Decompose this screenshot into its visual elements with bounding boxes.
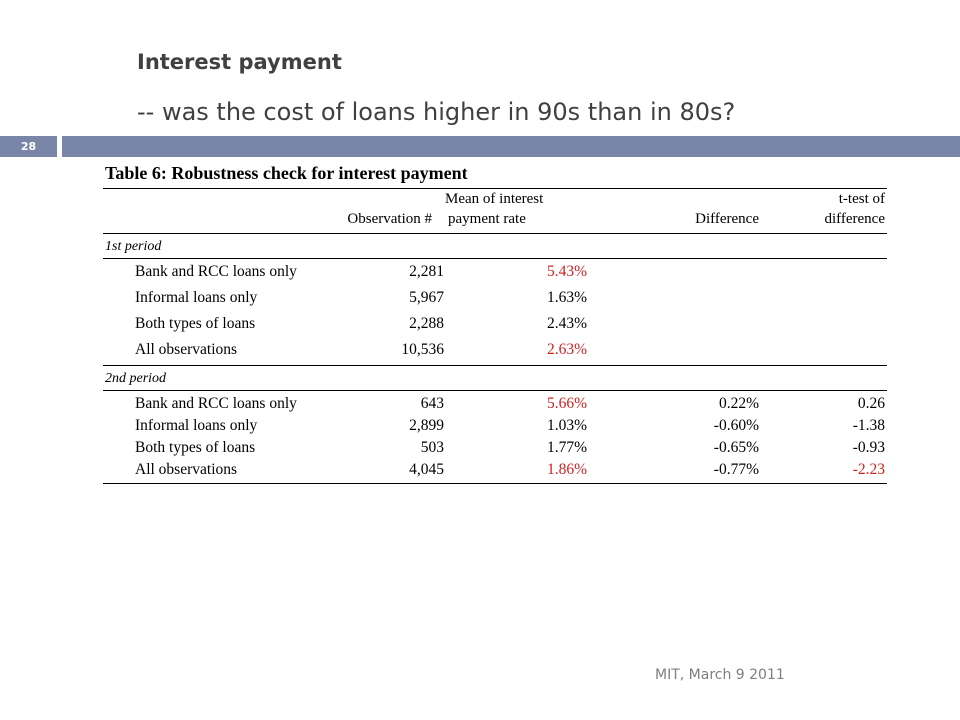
row-ttest: 0.26 xyxy=(857,395,885,412)
slide-accent-bar xyxy=(62,136,960,157)
table-row: Bank and RCC loans only 2,281 5.43% xyxy=(103,259,887,285)
table-caption: Table 6: Robustness check for interest p… xyxy=(105,163,468,183)
table-header: Mean of interest t-test of Observation #… xyxy=(103,189,887,233)
row-ttest: -2.23 xyxy=(852,461,885,478)
row-mean-rate: 2.43% xyxy=(546,315,587,332)
slide-subtitle: -- was the cost of loans higher in 90s t… xyxy=(137,98,736,126)
row-difference: -0.60% xyxy=(713,417,759,434)
row-difference: -0.77% xyxy=(713,461,759,478)
row-label: All observations xyxy=(135,461,238,478)
slide-footer: MIT, March 9 2011 xyxy=(655,667,785,683)
period1-bottom-rule xyxy=(103,365,887,366)
row-ttest: -1.38 xyxy=(852,417,885,434)
row-observations: 643 xyxy=(420,395,444,412)
row-label: Bank and RCC loans only xyxy=(135,395,297,412)
row-label: Both types of loans xyxy=(135,439,256,456)
table-top-rule xyxy=(103,188,887,189)
period2-rule xyxy=(103,390,887,391)
table-row: All observations 4,045 1.86% -0.77% -2.23 xyxy=(103,461,887,483)
row-mean-rate: 2.63% xyxy=(546,341,587,358)
row-difference: -0.65% xyxy=(713,439,759,456)
row-observations: 503 xyxy=(420,439,444,456)
table-row: All observations 10,536 2.63% xyxy=(103,337,887,363)
header-mean-line2: payment rate xyxy=(448,211,526,227)
header-obs: Observation # xyxy=(347,211,432,227)
row-observations: 2,899 xyxy=(409,417,444,434)
table-row: Bank and RCC loans only 643 5.66% 0.22% 0.26 xyxy=(103,391,887,417)
period2-label: 2nd period xyxy=(105,371,167,386)
row-observations: 5,967 xyxy=(409,289,444,306)
row-observations: 2,288 xyxy=(409,315,444,332)
row-mean-rate: 1.63% xyxy=(546,289,587,306)
table-bottom-rule xyxy=(103,483,887,484)
header-ttest-line1: t-test of xyxy=(838,191,885,207)
row-mean-rate: 1.77% xyxy=(546,439,587,456)
period1-rule xyxy=(103,258,887,259)
table-row: Both types of loans 503 1.77% -0.65% -0.93 xyxy=(103,439,887,461)
row-observations: 4,045 xyxy=(409,461,444,478)
row-label: All observations xyxy=(135,341,238,358)
slide-number: 28 xyxy=(0,136,57,157)
header-rule xyxy=(103,233,887,234)
row-label: Bank and RCC loans only xyxy=(135,263,297,280)
row-observations: 2,281 xyxy=(409,263,444,280)
row-mean-rate: 5.66% xyxy=(546,395,587,412)
slide-title: Interest payment xyxy=(137,50,342,74)
row-label: Informal loans only xyxy=(135,289,258,306)
row-observations: 10,536 xyxy=(401,341,444,358)
row-ttest: -0.93 xyxy=(852,439,885,456)
row-label: Informal loans only xyxy=(135,417,258,434)
row-mean-rate: 1.86% xyxy=(546,461,587,478)
table-row: Informal loans only 2,899 1.03% -0.60% -1.38 xyxy=(103,417,887,439)
row-mean-rate: 5.43% xyxy=(546,263,587,280)
robustness-table: Table 6: Robustness check for interest p… xyxy=(103,160,887,484)
header-mean-line1: Mean of interest xyxy=(445,191,544,207)
row-difference: 0.22% xyxy=(718,395,759,412)
header-ttest-line2: difference xyxy=(824,211,885,227)
header-diff: Difference xyxy=(695,211,759,227)
row-label: Both types of loans xyxy=(135,315,256,332)
period1-label: 1st period xyxy=(105,239,162,254)
table-row: Informal loans only 5,967 1.63% xyxy=(103,285,887,311)
table-row: Both types of loans 2,288 2.43% xyxy=(103,311,887,337)
row-mean-rate: 1.03% xyxy=(546,417,587,434)
